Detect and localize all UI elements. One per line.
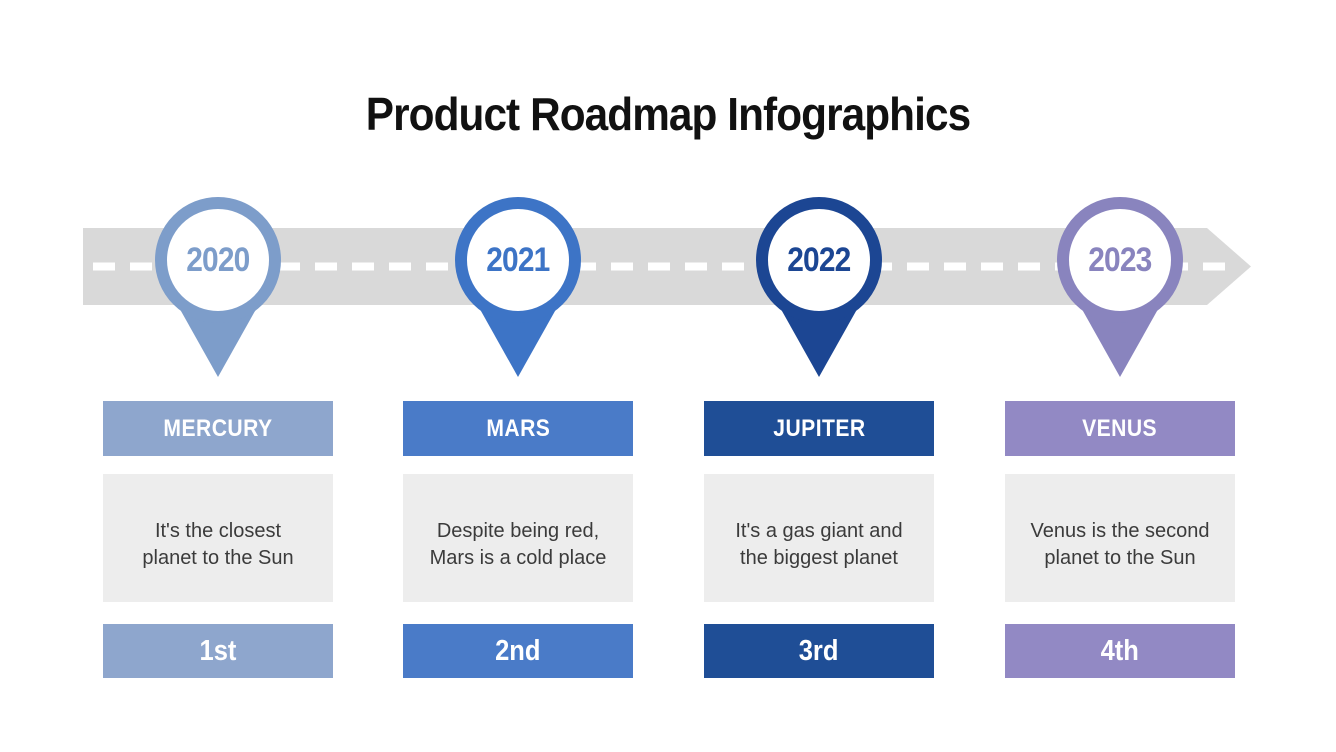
timeline-pin-2022: 2022	[756, 197, 882, 377]
year-label: 2022	[787, 240, 851, 279]
pin-circle: 2021	[455, 197, 581, 323]
timeline-pin-2020: 2020	[155, 197, 281, 377]
column-rank-mars: 2nd	[403, 624, 633, 678]
timeline-pin-2023: 2023	[1057, 197, 1183, 377]
column-header-mars: MARS	[403, 401, 633, 456]
column-header-jupiter: JUPITER	[704, 401, 934, 456]
rank-label: 3rd	[799, 634, 839, 667]
pin-circle: 2022	[756, 197, 882, 323]
column-rank-mercury: 1st	[103, 624, 333, 678]
column-header-label: VENUS	[1082, 414, 1158, 442]
year-label: 2023	[1088, 240, 1152, 279]
column-description-mars: Despite being red, Mars is a cold place	[403, 474, 633, 602]
timeline-pin-2021: 2021	[455, 197, 581, 377]
column-description-venus: Venus is the second planet to the Sun	[1005, 474, 1235, 602]
column-description-mercury: It's the closest planet to the Sun	[103, 474, 333, 602]
rank-label: 2nd	[495, 634, 541, 667]
column-header-mercury: MERCURY	[103, 401, 333, 456]
column-rank-jupiter: 3rd	[704, 624, 934, 678]
column-venus: VENUS Venus is the second planet to the …	[1005, 401, 1235, 678]
column-header-label: MERCURY	[163, 414, 273, 442]
column-mars: MARS Despite being red, Mars is a cold p…	[403, 401, 633, 678]
year-label: 2020	[186, 240, 250, 279]
column-mercury: MERCURY It's the closest planet to the S…	[103, 401, 333, 678]
column-rank-venus: 4th	[1005, 624, 1235, 678]
rank-label: 4th	[1100, 634, 1140, 667]
pin-circle: 2023	[1057, 197, 1183, 323]
column-jupiter: JUPITER It's a gas giant and the biggest…	[704, 401, 934, 678]
page-title: Product Roadmap Infographics	[365, 87, 971, 140]
rank-label: 1st	[199, 634, 237, 667]
column-description-jupiter: It's a gas giant and the biggest planet	[704, 474, 934, 602]
road-arrow-tip	[1207, 228, 1251, 305]
column-header-label: MARS	[486, 414, 550, 442]
year-label: 2021	[486, 240, 550, 279]
column-header-label: JUPITER	[772, 414, 866, 442]
column-header-venus: VENUS	[1005, 401, 1235, 456]
pin-circle: 2020	[155, 197, 281, 323]
